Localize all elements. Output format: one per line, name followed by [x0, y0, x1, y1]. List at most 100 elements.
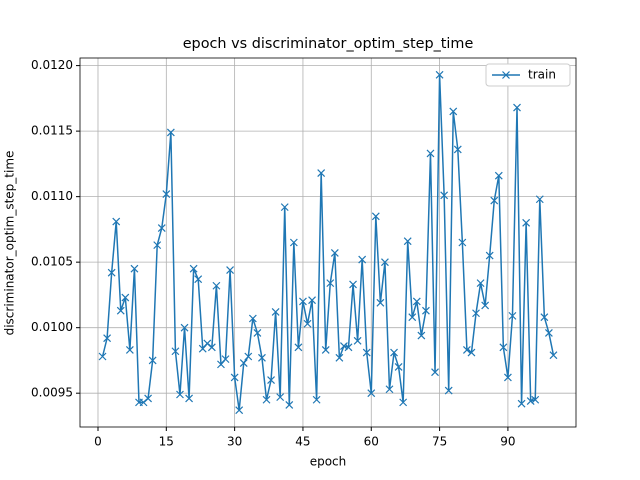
marker: [244, 352, 253, 361]
marker: [308, 296, 316, 305]
y-tick-label: 0.0110: [31, 189, 73, 203]
marker: [162, 190, 171, 198]
y-tick-label: 0.0120: [31, 58, 73, 72]
marker: [176, 390, 184, 399]
marker: [107, 268, 116, 277]
marker: [98, 352, 107, 361]
marker: [330, 249, 339, 257]
marker: [262, 395, 271, 404]
y-tick-label: 0.0100: [31, 320, 73, 334]
marker: [540, 313, 549, 322]
marker: [321, 346, 330, 354]
marker: [144, 394, 153, 403]
marker: [499, 343, 508, 352]
marker: [417, 331, 426, 340]
marker: [212, 281, 221, 290]
marker: [549, 351, 558, 360]
marker: [508, 311, 517, 320]
marker: [207, 343, 216, 352]
marker: [226, 266, 234, 274]
marker: [103, 334, 112, 343]
marker: [271, 308, 280, 316]
marker: [335, 353, 344, 362]
marker: [294, 343, 303, 352]
marker: [453, 145, 462, 154]
marker: [185, 394, 194, 403]
marker: [476, 279, 485, 288]
marker: [157, 224, 166, 233]
marker: [485, 251, 494, 260]
marker: [422, 306, 430, 315]
marker: [362, 348, 371, 357]
marker: [472, 309, 480, 318]
marker: [481, 301, 490, 310]
marker: [526, 397, 535, 405]
marker: [121, 293, 130, 302]
marker: [130, 264, 139, 273]
marker: [444, 386, 453, 395]
marker: [253, 328, 262, 337]
marker: [467, 348, 476, 357]
marker: [381, 258, 389, 267]
line: [101, 74, 555, 411]
x-tick-label: 75: [432, 435, 447, 449]
marker: [449, 107, 458, 116]
marker: [431, 368, 439, 377]
marker: [544, 328, 553, 337]
marker: [312, 395, 321, 404]
y-tick-label: 0.0115: [31, 124, 73, 138]
marker: [371, 212, 380, 221]
legend-label: train: [528, 68, 556, 82]
marker: [426, 149, 435, 158]
marker: [517, 399, 526, 408]
marker: [166, 128, 175, 137]
marker: [221, 355, 230, 364]
marker: [403, 237, 412, 246]
marker: [513, 103, 521, 112]
marker: [522, 218, 531, 227]
x-tick-label: 30: [227, 435, 242, 449]
marker: [458, 238, 467, 247]
marker: [399, 398, 408, 407]
y-axis-label: discriminator_optim_step_time: [3, 151, 17, 336]
marker: [390, 348, 398, 357]
marker: [276, 393, 285, 402]
marker: [462, 346, 471, 354]
marker: [394, 363, 403, 371]
marker: [349, 280, 357, 289]
marker: [490, 196, 499, 205]
marker: [280, 203, 289, 212]
marker: [116, 306, 125, 315]
marker: [353, 336, 362, 345]
marker: [408, 313, 417, 322]
marker: [440, 191, 449, 200]
marker: [326, 279, 335, 288]
legend-marker: [502, 71, 510, 79]
chart-title: epoch vs discriminator_optim_step_time: [183, 36, 474, 52]
x-tick-label: 0: [94, 435, 102, 449]
plot-frame: [79, 57, 577, 428]
marker: [112, 217, 121, 226]
marker: [344, 343, 353, 352]
marker: [299, 297, 307, 306]
marker: [289, 238, 298, 247]
marker: [435, 70, 444, 79]
marker: [189, 264, 198, 273]
marker: [358, 255, 367, 264]
marker: [340, 342, 348, 350]
y-tick-label: 0.0105: [31, 255, 73, 269]
marker: [230, 373, 239, 382]
marker: [412, 297, 421, 306]
x-tick-label: 60: [364, 435, 379, 449]
y-tick-label: 0.0095: [31, 386, 73, 400]
x-axis-label: epoch: [310, 455, 347, 469]
marker: [258, 353, 266, 362]
x-tick-label: 15: [159, 435, 174, 449]
marker: [194, 275, 203, 284]
marker: [503, 373, 512, 382]
marker: [148, 356, 157, 365]
x-tick-label: 45: [295, 435, 310, 449]
marker: [171, 347, 180, 356]
marker: [125, 346, 134, 354]
